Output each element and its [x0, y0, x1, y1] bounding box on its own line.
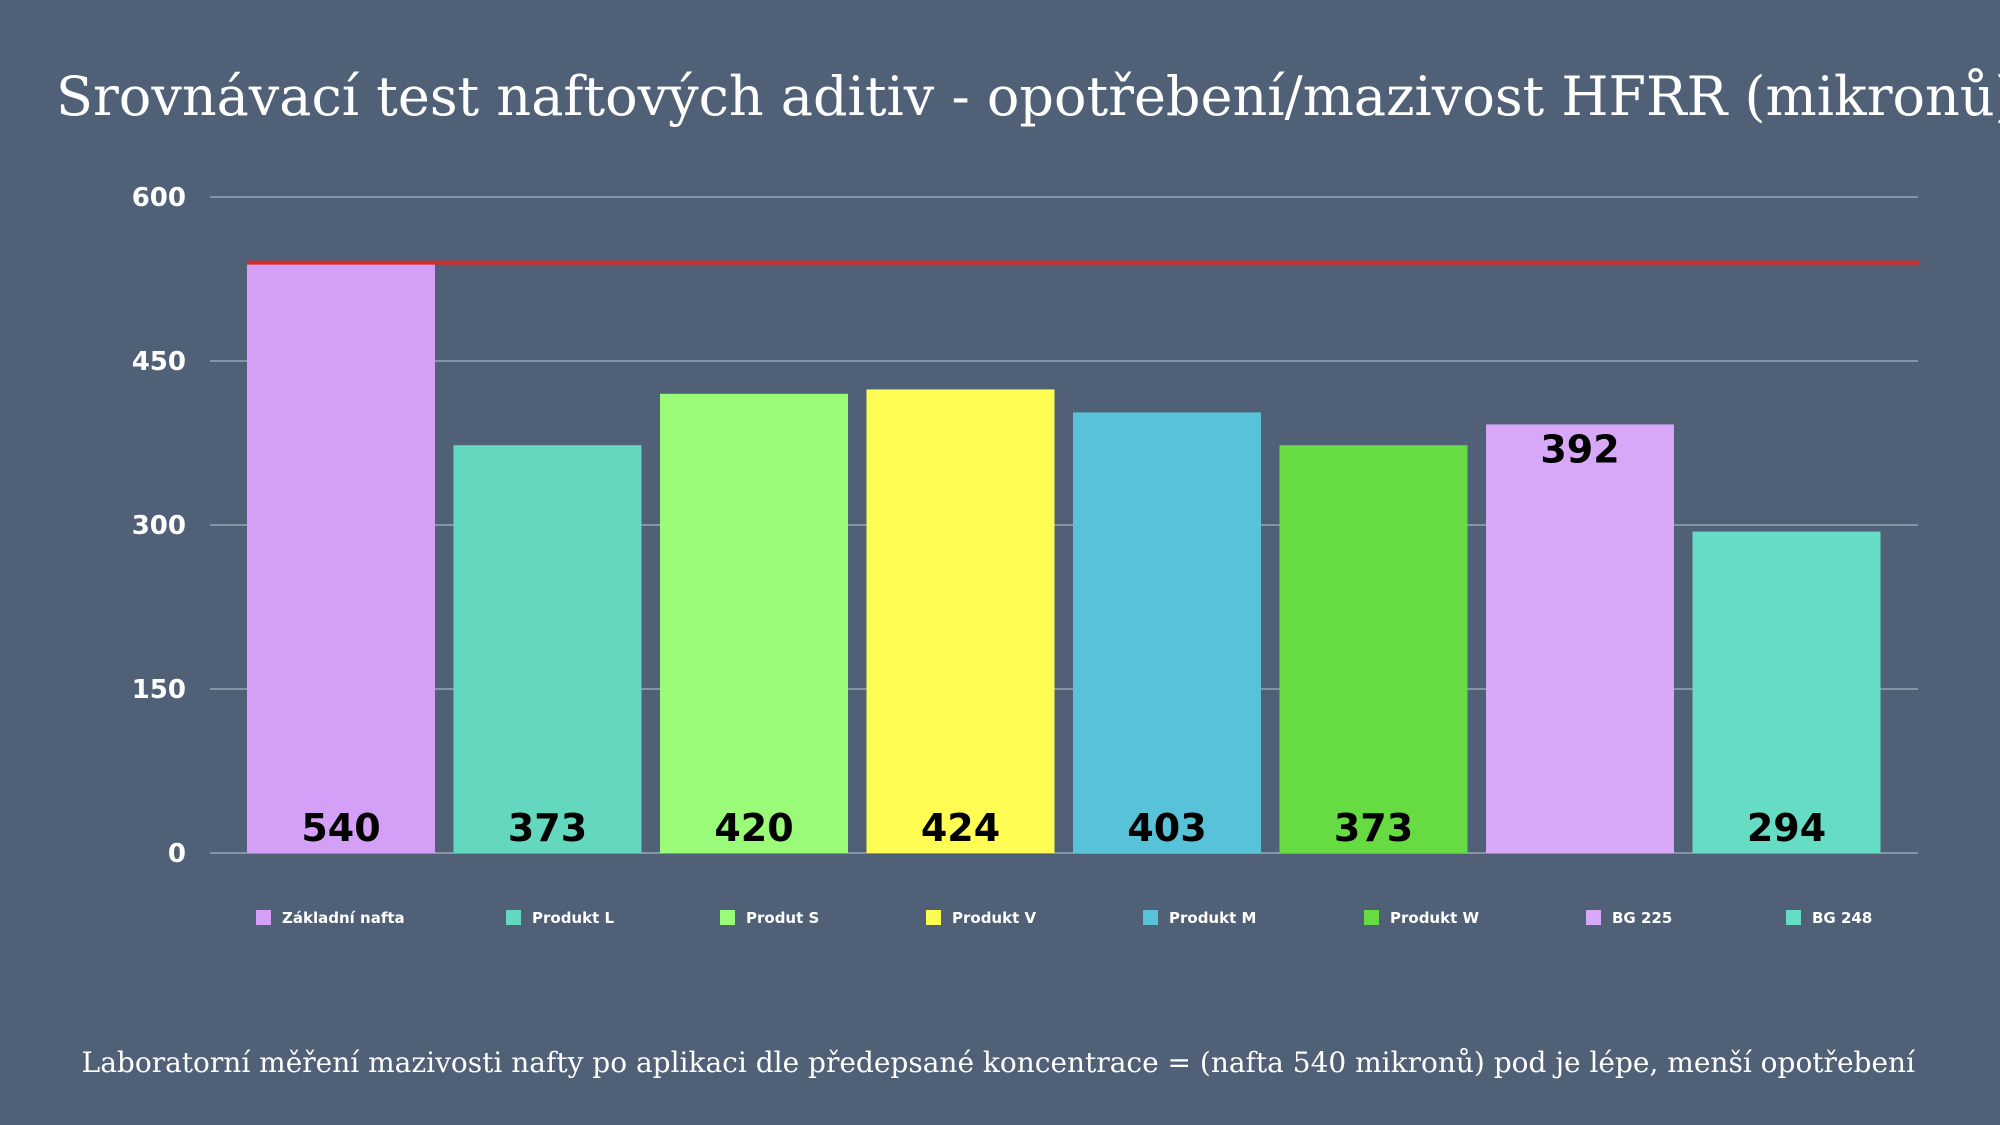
chart-title: Srovnávací test naftových aditiv - opotř…	[56, 65, 2000, 128]
legend-label-0: Základní nafta	[282, 909, 405, 927]
bar-3	[866, 389, 1055, 853]
y-tick-label-0: 0	[168, 839, 186, 869]
legend-label-1: Produkt L	[532, 909, 614, 927]
legend-swatch-7	[1786, 910, 1801, 925]
bars	[247, 262, 1881, 854]
legend-swatch-3	[926, 910, 941, 925]
bar-6	[1486, 424, 1674, 853]
legend-label-7: BG 248	[1812, 909, 1872, 927]
legend-swatch-4	[1143, 910, 1158, 925]
chart-footnote: Laboratorní měření mazivosti nafty po ap…	[82, 1046, 1916, 1079]
data-label-1: 373	[508, 806, 587, 850]
legend-label-2: Produt S	[746, 909, 819, 927]
legend-swatch-2	[720, 910, 735, 925]
data-label-5: 373	[1334, 806, 1413, 850]
data-label-6: 392	[1540, 427, 1619, 471]
bar-7	[1692, 531, 1881, 853]
data-label-0: 540	[301, 806, 380, 850]
bar-2	[660, 393, 848, 853]
y-tick-label-600: 600	[132, 183, 186, 213]
legend-label-5: Produkt W	[1390, 909, 1479, 927]
bar-5	[1279, 445, 1468, 853]
legend-swatch-5	[1364, 910, 1379, 925]
data-labels: 540 373 420 424 403 373 392 294	[301, 427, 1826, 850]
data-label-2: 420	[714, 806, 793, 850]
y-tick-label-150: 150	[132, 675, 186, 705]
data-label-4: 403	[1127, 806, 1206, 850]
y-tick-label-300: 300	[132, 511, 186, 541]
bar-1	[453, 445, 642, 853]
legend-label-3: Produkt V	[952, 909, 1036, 927]
data-label-7: 294	[1747, 806, 1826, 850]
legend-swatch-0	[256, 910, 271, 925]
y-tick-label-450: 450	[132, 347, 186, 377]
bar-4	[1073, 412, 1261, 853]
y-axis-ticks: 0 150 300 450 600	[132, 183, 186, 869]
legend: Základní nafta Produkt L Produt S Produkt V…	[256, 909, 1872, 927]
data-label-3: 424	[921, 806, 1000, 850]
legend-swatch-6	[1586, 910, 1601, 925]
bar-0	[247, 262, 435, 854]
legend-swatch-1	[506, 910, 521, 925]
legend-label-4: Produkt M	[1169, 909, 1256, 927]
legend-label-6: BG 225	[1612, 909, 1672, 927]
